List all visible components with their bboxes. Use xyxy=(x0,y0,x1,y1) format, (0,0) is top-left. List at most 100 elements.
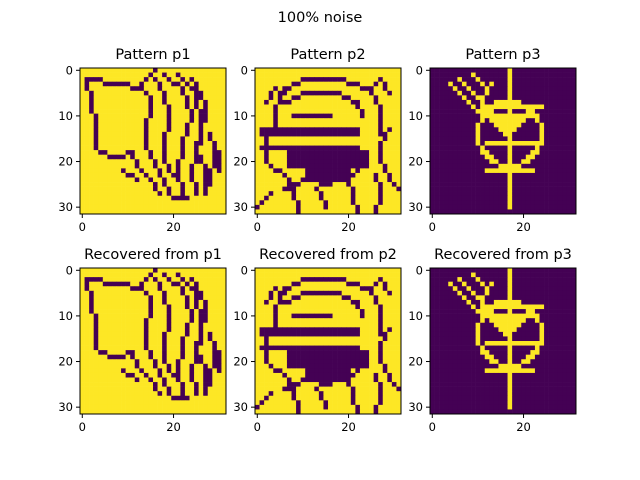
heatmap-cell xyxy=(148,122,154,128)
heatmap-cell xyxy=(521,182,527,187)
heatmap-cell xyxy=(111,354,117,360)
heatmap-cell xyxy=(184,154,190,160)
heatmap-cell xyxy=(153,377,158,383)
heatmap-cell xyxy=(162,99,167,105)
heatmap-cell xyxy=(268,331,274,337)
heatmap-cell xyxy=(282,272,288,278)
heatmap-cell xyxy=(121,272,126,278)
heatmap-cell xyxy=(439,204,444,210)
heatmap-cell xyxy=(369,81,374,87)
heatmap-cell xyxy=(98,104,104,110)
heatmap-cell xyxy=(382,209,388,215)
heatmap-cell xyxy=(489,186,495,192)
heatmap-cell xyxy=(434,127,440,133)
heatmap-cell xyxy=(171,127,177,133)
heatmap-cell xyxy=(139,209,145,215)
heatmap-cell xyxy=(359,331,365,337)
heatmap-cell xyxy=(562,136,568,142)
heatmap-cell xyxy=(396,322,402,328)
heatmap-cell xyxy=(512,172,517,178)
heatmap-cell xyxy=(80,281,85,287)
heatmap-cell xyxy=(116,195,122,201)
heatmap-cell xyxy=(350,141,356,146)
heatmap-cell xyxy=(166,154,172,160)
heatmap-cell xyxy=(134,359,140,365)
heatmap-cell xyxy=(282,195,288,201)
heatmap-cell xyxy=(355,204,361,210)
heatmap-cell xyxy=(80,86,85,92)
heatmap-cell xyxy=(189,127,195,133)
heatmap-cell xyxy=(282,191,288,197)
heatmap-cell xyxy=(369,131,374,137)
heatmap-cell xyxy=(439,136,444,142)
heatmap-cell xyxy=(346,90,352,96)
heatmap-cell xyxy=(93,368,99,374)
heatmap-cell xyxy=(507,131,513,137)
heatmap-cell xyxy=(277,109,283,114)
heatmap-cell xyxy=(102,122,108,128)
heatmap-cell xyxy=(111,104,117,110)
heatmap-cell xyxy=(203,341,209,346)
heatmap-cell xyxy=(434,99,440,105)
heatmap-cell xyxy=(350,368,356,374)
heatmap-cell xyxy=(525,209,531,215)
heatmap-cell xyxy=(553,109,559,114)
heatmap-cell xyxy=(175,404,181,410)
heatmap-cell xyxy=(80,209,85,215)
heatmap-cell xyxy=(337,272,342,278)
heatmap-cell xyxy=(116,386,122,392)
heatmap-cell xyxy=(309,313,315,319)
heatmap-cell xyxy=(291,150,297,155)
heatmap-cell xyxy=(457,90,463,96)
heatmap-cell xyxy=(166,68,172,73)
heatmap-cell xyxy=(259,359,265,365)
heatmap-cell xyxy=(296,204,301,210)
heatmap-cell xyxy=(314,341,320,346)
heatmap-cell xyxy=(341,131,347,137)
heatmap-cell xyxy=(378,177,384,183)
heatmap-cell xyxy=(457,200,463,206)
heatmap-cell xyxy=(139,268,145,273)
heatmap-cell xyxy=(300,359,306,365)
heatmap-cell xyxy=(355,363,361,369)
heatmap-cell xyxy=(84,391,90,397)
heatmap-cell xyxy=(166,304,172,310)
heatmap-cell xyxy=(300,277,306,282)
heatmap-cell xyxy=(539,154,545,160)
heatmap-cell xyxy=(107,368,113,374)
heatmap-cell xyxy=(328,281,333,287)
heatmap-cell xyxy=(255,191,260,197)
heatmap-cell xyxy=(296,72,301,78)
heatmap-cell xyxy=(194,341,199,346)
heatmap-cell xyxy=(475,81,481,87)
heatmap-cell xyxy=(166,272,172,278)
heatmap-cell xyxy=(143,145,149,151)
heatmap-cell xyxy=(378,327,384,333)
heatmap-cell xyxy=(341,309,347,314)
heatmap-cell xyxy=(452,191,458,197)
heatmap-cell xyxy=(443,109,449,114)
heatmap-cell xyxy=(387,104,393,110)
heatmap-cell xyxy=(148,295,154,301)
heatmap-cell xyxy=(98,354,104,360)
heatmap-cell xyxy=(391,159,397,165)
heatmap-cell xyxy=(318,331,324,337)
heatmap-cell xyxy=(148,395,154,401)
heatmap-cell xyxy=(171,404,177,410)
heatmap-cell xyxy=(328,209,333,215)
heatmap-cell xyxy=(143,141,149,146)
heatmap-cell xyxy=(305,145,311,151)
heatmap-cell xyxy=(116,68,122,73)
heatmap-cell xyxy=(268,382,274,387)
heatmap-cell xyxy=(530,150,536,155)
heatmap-cell xyxy=(121,118,126,124)
heatmap-cell xyxy=(277,268,283,273)
heatmap-cell xyxy=(264,113,269,119)
heatmap-cell xyxy=(134,118,140,124)
heatmap-cell xyxy=(171,281,177,287)
heatmap-cell xyxy=(157,159,163,165)
heatmap-cell xyxy=(212,345,218,351)
heatmap-cell xyxy=(171,172,177,178)
heatmap-cell xyxy=(539,195,545,201)
heatmap-cell xyxy=(157,372,163,378)
